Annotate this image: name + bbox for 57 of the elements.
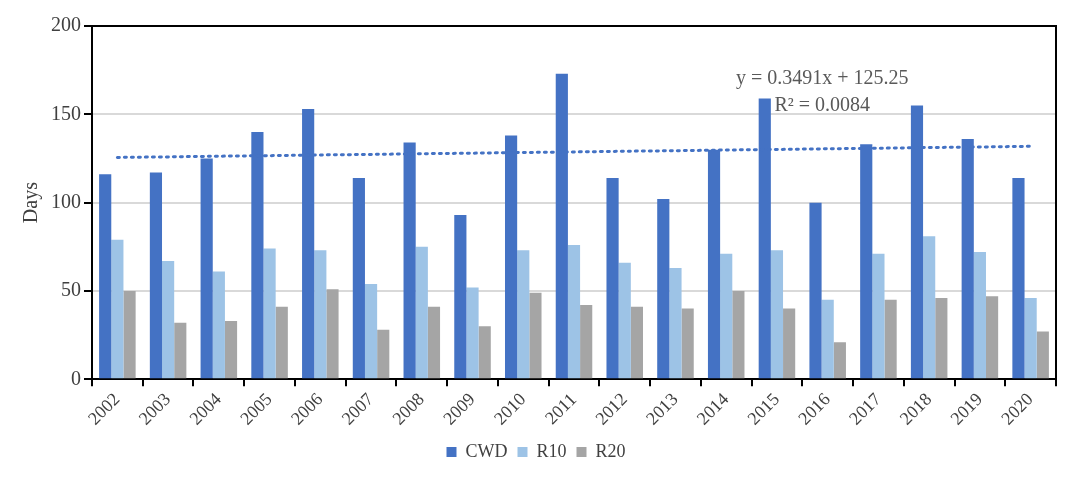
bar [263, 248, 276, 379]
bar [224, 320, 238, 379]
bar [630, 306, 643, 379]
legend-label: R10 [536, 440, 567, 461]
bar [833, 342, 846, 379]
bar [212, 271, 225, 379]
y-tick-label: 50 [61, 278, 81, 301]
y-tick-label: 100 [51, 189, 81, 212]
bar [364, 283, 378, 379]
bar [275, 306, 288, 379]
y-axis-title: Days [19, 181, 43, 224]
bar [923, 236, 936, 379]
annotation: y = 0.3491x + 125.25 [736, 66, 909, 90]
bar [580, 305, 593, 379]
bar [783, 308, 796, 379]
bar [377, 329, 390, 379]
legend-label: R20 [595, 440, 626, 461]
bar [681, 308, 694, 379]
bar [567, 245, 581, 379]
bar [1036, 331, 1049, 379]
y-tick-label: 0 [71, 366, 81, 389]
bar [732, 290, 745, 379]
bar [1012, 177, 1025, 379]
bar [935, 298, 948, 379]
bar [99, 174, 112, 379]
bar [770, 250, 784, 379]
bar [529, 292, 542, 379]
bar [111, 239, 124, 379]
bar [415, 246, 428, 379]
bar [809, 202, 822, 379]
bar [985, 296, 999, 379]
bar [123, 290, 136, 379]
bar [973, 252, 986, 379]
bar [174, 322, 187, 379]
bar [872, 253, 885, 379]
bar [427, 306, 441, 379]
bar [606, 177, 619, 379]
legend-label: CWD [465, 440, 508, 461]
y-tick-label: 200 [51, 13, 81, 36]
bar [618, 262, 631, 379]
bar [821, 299, 834, 379]
bar [326, 289, 339, 379]
bar [149, 172, 163, 379]
bar [162, 260, 175, 379]
bar [314, 250, 327, 379]
bar [884, 299, 897, 379]
bar [454, 215, 467, 379]
bar [517, 250, 530, 379]
bar [720, 253, 733, 379]
y-tick-label: 150 [51, 101, 81, 124]
bar [657, 199, 670, 379]
bar [669, 267, 682, 379]
annotation: R² = 0.0084 [774, 93, 871, 116]
bar [466, 287, 479, 379]
bar [478, 326, 491, 379]
bar [352, 177, 365, 379]
bar [1024, 298, 1037, 379]
